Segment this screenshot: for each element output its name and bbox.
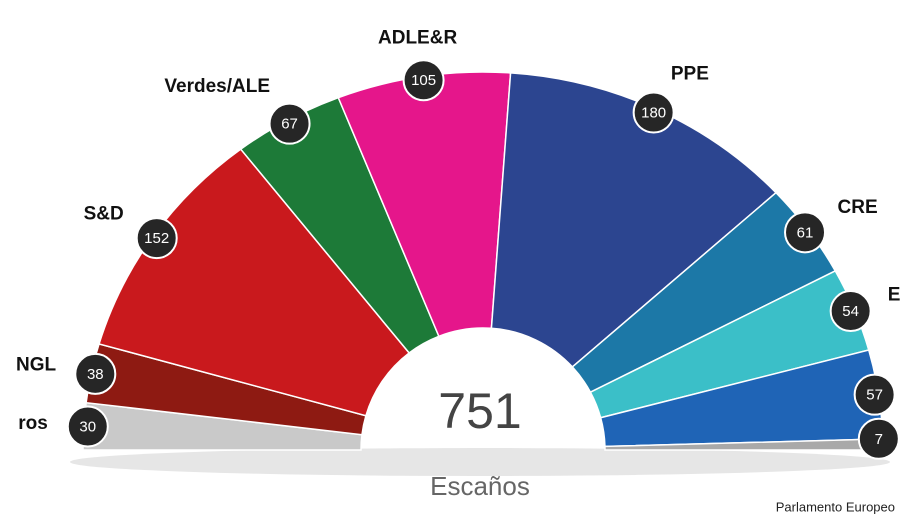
source: Parlamento Europeo: [776, 499, 895, 514]
shadow: [70, 448, 890, 476]
party-label: CRE: [838, 197, 878, 218]
badge: [857, 417, 900, 460]
badge: [74, 352, 117, 395]
segment: [490, 72, 778, 368]
badge: [268, 102, 311, 145]
badge: [632, 91, 675, 134]
total: 751: [438, 383, 521, 439]
badge-value: 7: [875, 431, 883, 448]
segment: [337, 71, 512, 338]
badge-value: 54: [842, 303, 859, 320]
badge: [135, 217, 178, 260]
badge: [66, 405, 109, 448]
party-label: E: [888, 284, 900, 305]
segment: [98, 148, 411, 417]
party-label: NGL: [16, 354, 57, 375]
badge-value: 61: [797, 224, 814, 241]
badge-value: 105: [411, 72, 436, 89]
party-label: Verdes/ALE: [164, 76, 270, 97]
badge: [402, 59, 445, 102]
badge-value: 30: [79, 419, 96, 436]
badge: [784, 211, 827, 254]
party-label: ADLE&R: [378, 28, 457, 49]
badge-value: 38: [87, 366, 104, 383]
badge-value: 152: [144, 230, 169, 247]
badge-value: 57: [866, 387, 883, 404]
badge-value: 67: [281, 116, 298, 133]
party-label: S&D: [84, 203, 124, 224]
total-label: Escaños: [430, 471, 530, 501]
badge: [829, 290, 872, 333]
badge: [853, 373, 896, 416]
badge-value: 180: [641, 104, 666, 121]
party-label: ros: [18, 413, 48, 434]
party-label: PPE: [671, 64, 709, 85]
